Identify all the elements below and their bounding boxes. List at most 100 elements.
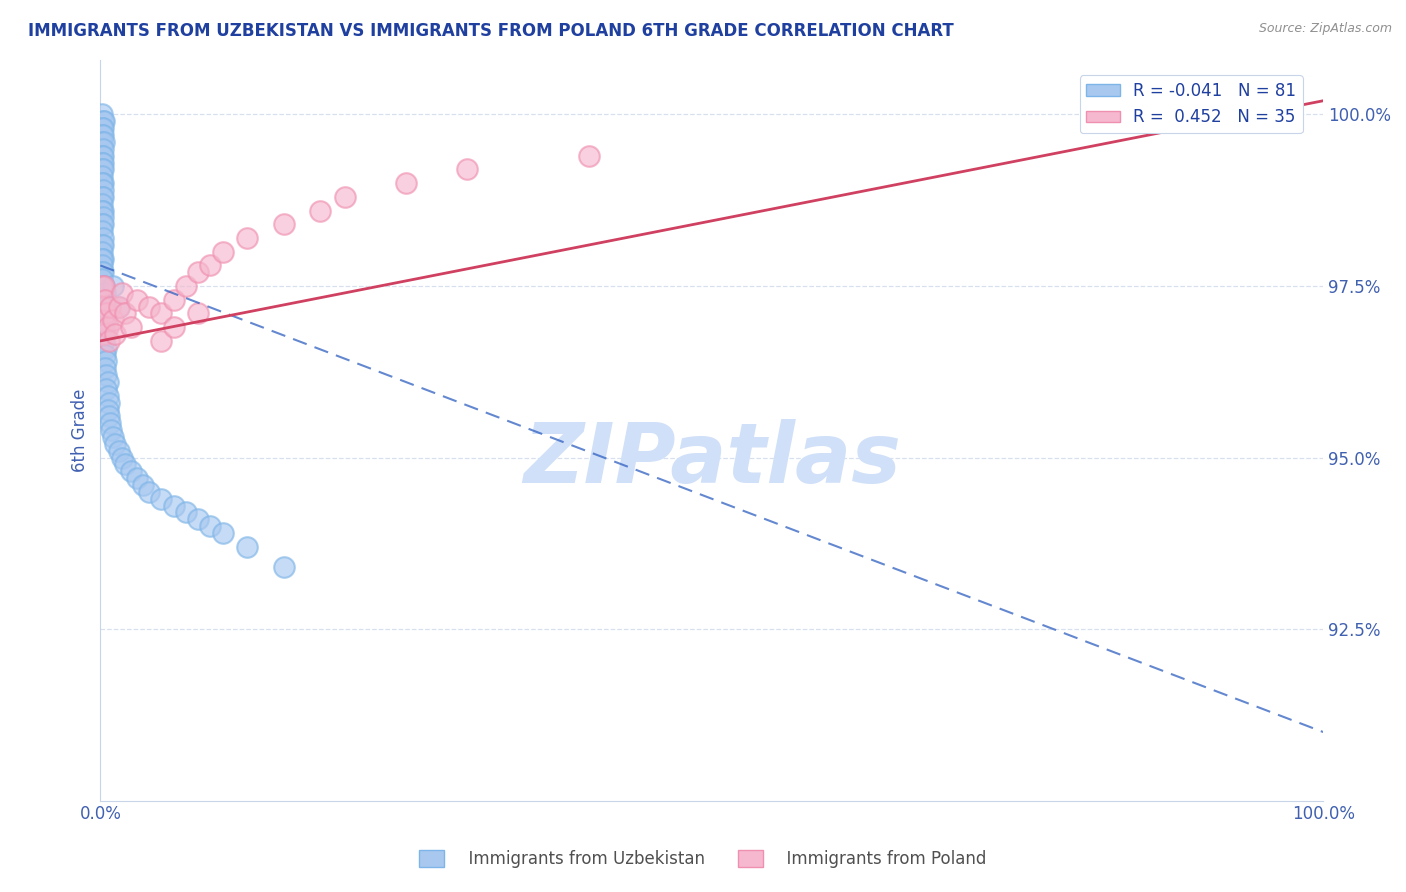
Point bbox=[93, 279, 115, 293]
Point bbox=[125, 471, 148, 485]
Point bbox=[91, 128, 114, 142]
Point bbox=[90, 196, 112, 211]
Point bbox=[93, 334, 115, 348]
Point bbox=[150, 334, 173, 348]
Point bbox=[93, 279, 115, 293]
Point bbox=[90, 176, 112, 190]
Point bbox=[150, 306, 173, 320]
Point bbox=[111, 450, 134, 465]
Point bbox=[91, 231, 114, 245]
Point bbox=[132, 478, 155, 492]
Text: IMMIGRANTS FROM UZBEKISTAN VS IMMIGRANTS FROM POLAND 6TH GRADE CORRELATION CHART: IMMIGRANTS FROM UZBEKISTAN VS IMMIGRANTS… bbox=[28, 22, 953, 40]
Point bbox=[138, 300, 160, 314]
Point bbox=[91, 300, 114, 314]
Point bbox=[174, 505, 197, 519]
Point bbox=[150, 491, 173, 506]
Point bbox=[90, 121, 112, 136]
Point bbox=[100, 423, 122, 437]
Point bbox=[97, 334, 120, 348]
Point bbox=[90, 107, 112, 121]
Point bbox=[96, 306, 118, 320]
Point bbox=[187, 265, 209, 279]
Point bbox=[90, 149, 112, 163]
Y-axis label: 6th Grade: 6th Grade bbox=[72, 388, 89, 472]
Point bbox=[91, 183, 114, 197]
Point bbox=[125, 293, 148, 307]
Point bbox=[94, 326, 117, 341]
Point bbox=[90, 279, 112, 293]
Point bbox=[91, 211, 114, 225]
Point bbox=[94, 348, 117, 362]
Point bbox=[93, 135, 115, 149]
Point bbox=[96, 341, 118, 355]
Point bbox=[90, 252, 112, 266]
Point bbox=[236, 540, 259, 554]
Point bbox=[174, 279, 197, 293]
Point bbox=[211, 244, 233, 259]
Point bbox=[111, 285, 134, 300]
Point bbox=[93, 306, 115, 320]
Point bbox=[104, 437, 127, 451]
Point bbox=[107, 300, 129, 314]
Point bbox=[236, 231, 259, 245]
Point bbox=[98, 300, 121, 314]
Point bbox=[101, 430, 124, 444]
Point bbox=[91, 265, 114, 279]
Point bbox=[101, 313, 124, 327]
Point bbox=[456, 162, 478, 177]
Point bbox=[120, 464, 142, 478]
Point bbox=[96, 368, 118, 383]
Point bbox=[97, 395, 120, 409]
Point bbox=[91, 238, 114, 252]
Point bbox=[90, 135, 112, 149]
Point bbox=[93, 114, 115, 128]
Point bbox=[90, 203, 112, 218]
Point bbox=[104, 326, 127, 341]
Text: Source: ZipAtlas.com: Source: ZipAtlas.com bbox=[1258, 22, 1392, 36]
Point bbox=[96, 354, 118, 368]
Point bbox=[90, 155, 112, 169]
Point bbox=[91, 114, 114, 128]
Point bbox=[333, 190, 356, 204]
Point bbox=[1189, 101, 1212, 115]
Point bbox=[163, 499, 186, 513]
Point bbox=[309, 203, 332, 218]
Point bbox=[578, 149, 600, 163]
Point bbox=[114, 306, 136, 320]
Point bbox=[94, 361, 117, 376]
Point bbox=[90, 259, 112, 273]
Point bbox=[107, 443, 129, 458]
Point bbox=[138, 484, 160, 499]
Point bbox=[97, 375, 120, 389]
Point bbox=[120, 320, 142, 334]
Point bbox=[91, 155, 114, 169]
Point bbox=[91, 279, 114, 293]
Point bbox=[94, 285, 117, 300]
Point bbox=[90, 162, 112, 177]
Point bbox=[91, 176, 114, 190]
Point bbox=[90, 224, 112, 238]
Point bbox=[96, 382, 118, 396]
Point bbox=[91, 190, 114, 204]
Point bbox=[93, 293, 115, 307]
Legend: R = -0.041   N = 81, R =  0.452   N = 35: R = -0.041 N = 81, R = 0.452 N = 35 bbox=[1080, 75, 1302, 133]
Point bbox=[91, 142, 114, 156]
Point bbox=[90, 128, 112, 142]
Point bbox=[187, 306, 209, 320]
Point bbox=[90, 169, 112, 184]
Point bbox=[94, 313, 117, 327]
Point bbox=[90, 272, 112, 286]
Point bbox=[90, 238, 112, 252]
Point bbox=[101, 279, 124, 293]
Point bbox=[94, 293, 117, 307]
Point bbox=[97, 409, 120, 424]
Point bbox=[163, 293, 186, 307]
Point bbox=[200, 519, 222, 533]
Point bbox=[91, 162, 114, 177]
Legend:   Immigrants from Uzbekistan,   Immigrants from Poland: Immigrants from Uzbekistan, Immigrants f… bbox=[412, 843, 994, 875]
Point bbox=[90, 244, 112, 259]
Point bbox=[91, 121, 114, 136]
Point bbox=[97, 402, 120, 417]
Point bbox=[91, 203, 114, 218]
Point bbox=[91, 217, 114, 231]
